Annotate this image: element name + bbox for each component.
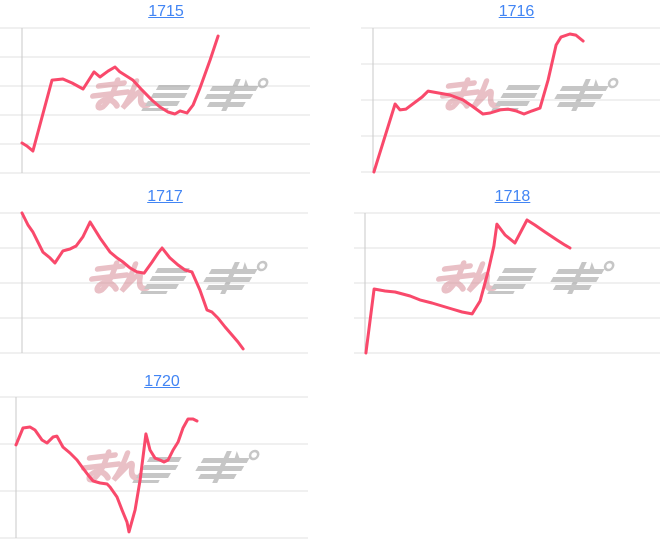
chart-link-1720[interactable]: 1720 — [144, 373, 180, 390]
line-series — [20, 34, 220, 153]
line-series — [372, 32, 585, 174]
line-series — [14, 417, 199, 534]
chart-link-1716[interactable]: 1716 — [498, 3, 535, 20]
chart-link-1717[interactable]: 1717 — [147, 188, 183, 205]
line-series — [364, 218, 572, 355]
minrepo-watermark — [437, 262, 614, 294]
chart-link-1718[interactable]: 1718 — [494, 188, 531, 205]
line-series — [20, 211, 245, 351]
chart-link-1715[interactable]: 1715 — [148, 3, 184, 20]
minrepo-watermark — [441, 79, 618, 111]
minrepo-watermark — [91, 79, 268, 111]
